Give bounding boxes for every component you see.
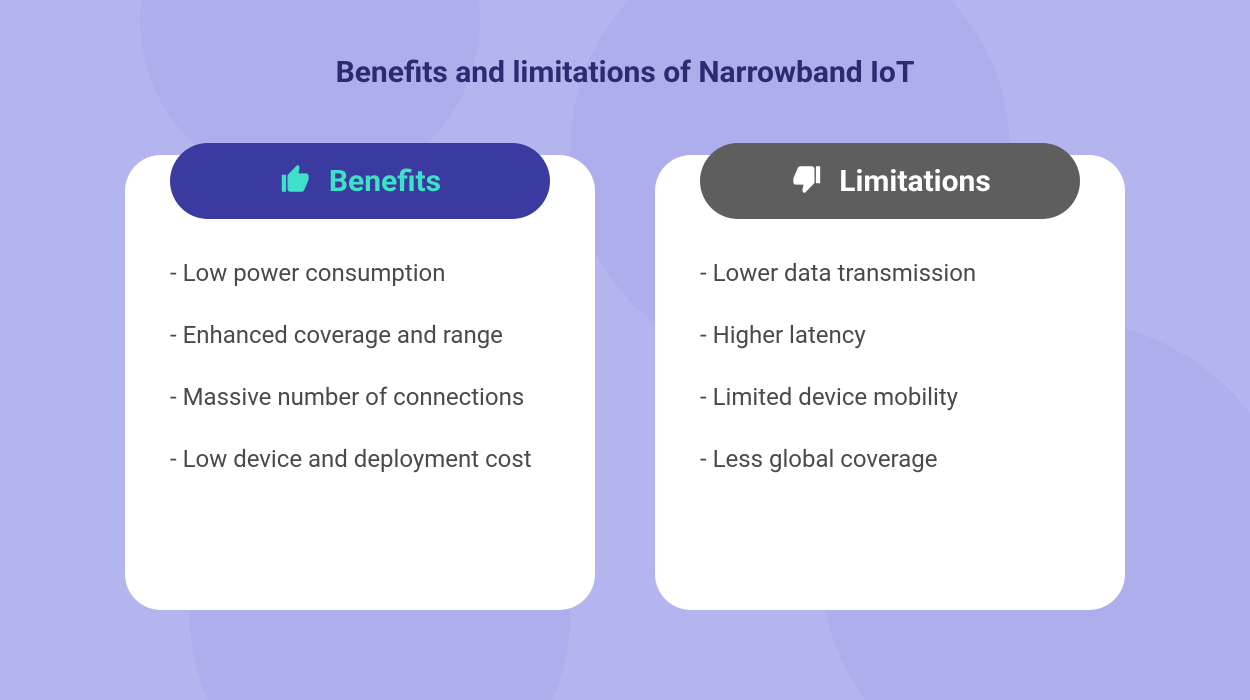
item-text: - Limited device mobility — [700, 383, 958, 411]
list-item: - Lower data transmission — [700, 259, 1080, 287]
list-item: - Limited device mobility — [700, 383, 1080, 411]
list-item: - Massive number of connections — [170, 383, 550, 411]
benefits-items: - Low power consumption - Enhanced cover… — [170, 259, 550, 473]
list-item: - Low power consumption — [170, 259, 550, 287]
item-text: - Enhanced coverage and range — [170, 321, 503, 349]
item-text: - Higher latency — [700, 321, 866, 349]
limitations-card: Limitations - Lower data transmission - … — [655, 155, 1125, 610]
thumbs-down-icon — [789, 162, 823, 200]
limitations-pill-label: Limitations — [839, 164, 991, 199]
item-text: - Lower data transmission — [700, 259, 976, 287]
benefits-pill: Benefits — [170, 143, 550, 219]
item-text: - Massive number of connections — [170, 383, 524, 411]
benefits-card: Benefits - Low power consumption - Enhan… — [125, 155, 595, 610]
limitations-items: - Lower data transmission - Higher laten… — [700, 259, 1080, 473]
benefits-pill-label: Benefits — [329, 164, 441, 199]
page-title: Benefits and limitations of Narrowband I… — [336, 55, 915, 90]
item-text: - Low device and deployment cost — [170, 445, 532, 473]
thumbs-up-icon — [279, 162, 313, 200]
list-item: - Low device and deployment cost — [170, 445, 550, 473]
limitations-pill: Limitations — [700, 143, 1080, 219]
list-item: - Enhanced coverage and range — [170, 321, 550, 349]
item-text: - Low power consumption — [170, 259, 445, 287]
list-item: - Higher latency — [700, 321, 1080, 349]
cards-row: Benefits - Low power consumption - Enhan… — [0, 155, 1250, 610]
item-text: - Less global coverage — [700, 445, 937, 473]
list-item: - Less global coverage — [700, 445, 1080, 473]
content-wrapper: Benefits and limitations of Narrowband I… — [0, 0, 1250, 700]
